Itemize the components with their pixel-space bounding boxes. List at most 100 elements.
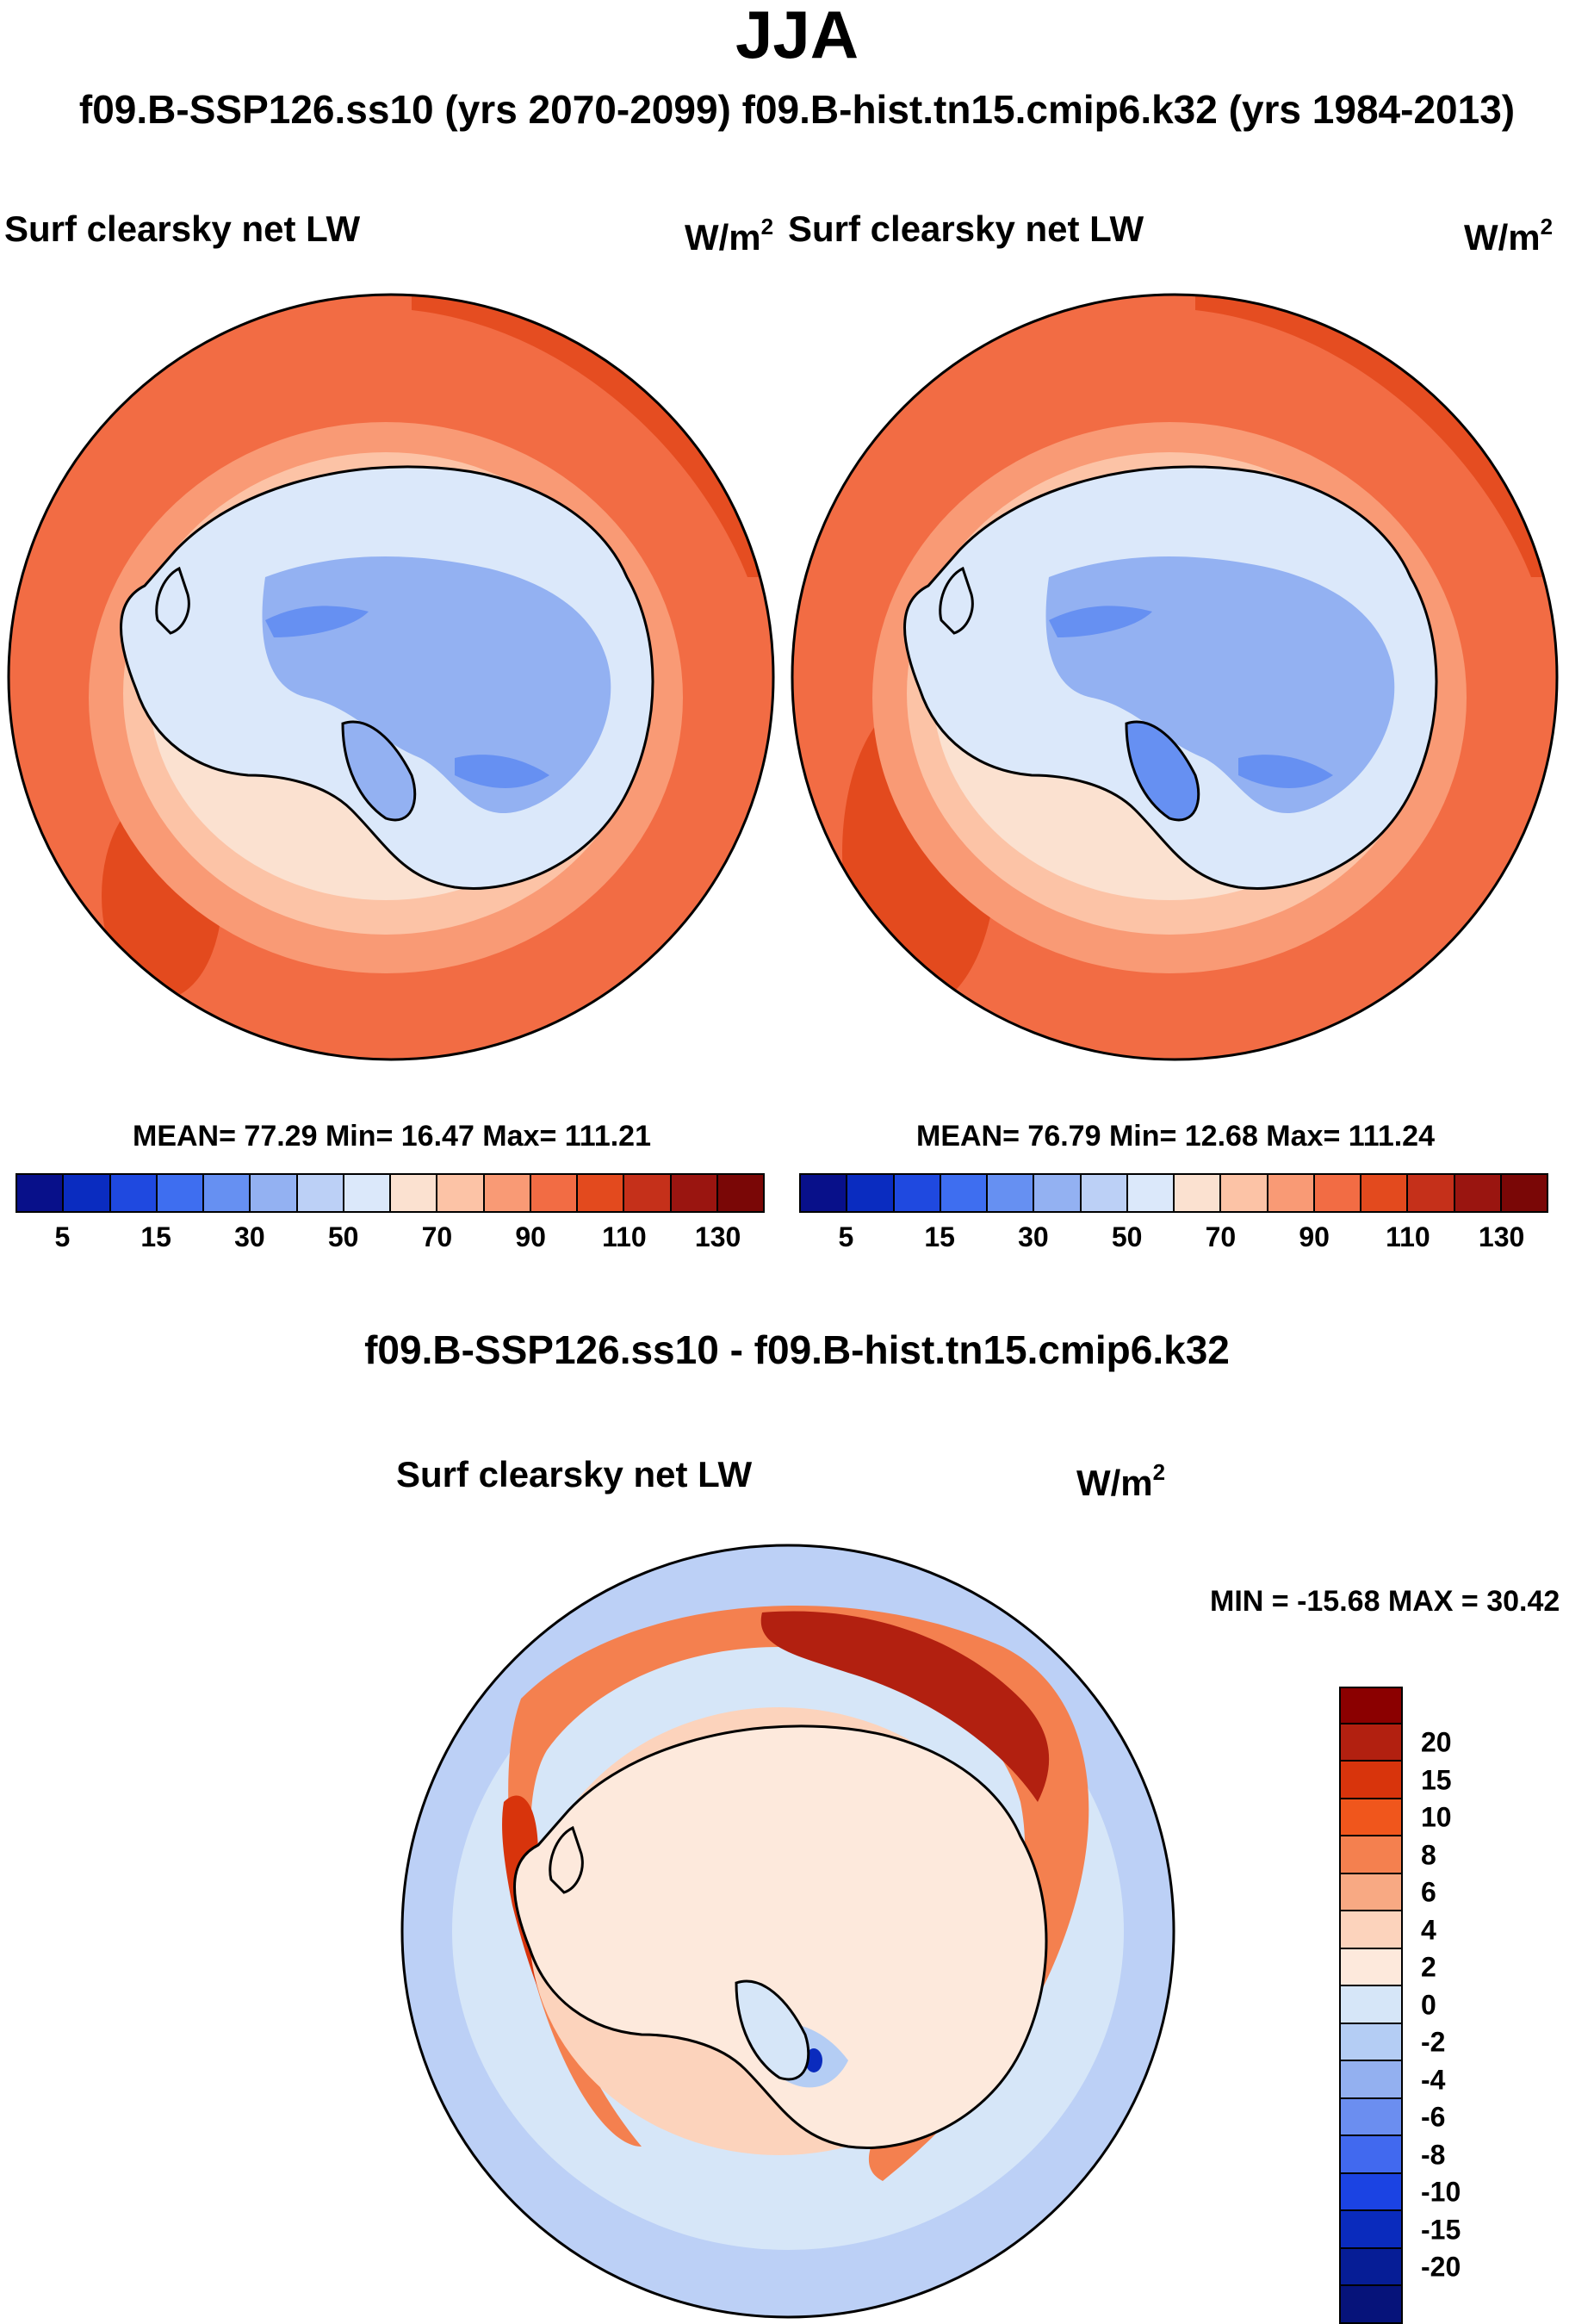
colorbar-tick-label: 50 — [1111, 1221, 1143, 1252]
colorbar-tick-label: -15 — [1421, 2214, 1461, 2246]
panel-1-stats: MEAN= 77.29 Min= 16.47 Max= 111.21 — [133, 1120, 651, 1153]
colorbar-box — [940, 1175, 988, 1211]
colorbar-boxes — [799, 1173, 1548, 1213]
colorbar-tick-label: -4 — [1421, 2064, 1446, 2096]
colorbar-box — [1339, 2061, 1403, 2099]
colorbar-box — [110, 1175, 158, 1211]
colorbar-tick-label: 15 — [140, 1221, 171, 1252]
colorbar-box — [1339, 2023, 1403, 2061]
colorbar-tick-label: 2 — [1421, 1951, 1436, 1983]
warming-ring — [508, 1606, 1089, 2181]
colorbar-box — [578, 1175, 625, 1211]
colorbar-box — [1339, 1687, 1403, 1724]
colorbar-tick-label: 30 — [234, 1221, 265, 1252]
panel-1-title: Surf clearsky net LW — [4, 208, 361, 249]
panel-1-units: W/m2 — [685, 214, 774, 258]
difference-minmax: MIN = -15.68 MAX = 30.42 — [1210, 1585, 1560, 1618]
colorbar-tick-label: -6 — [1421, 2101, 1446, 2133]
colorbar-box — [1339, 2098, 1403, 2136]
colorbar-box — [1314, 1175, 1361, 1211]
colorbar-box — [484, 1175, 531, 1211]
panel-2-polar-map — [791, 293, 1559, 1061]
colorbar-tick-label: 50 — [327, 1221, 359, 1252]
warming-core — [760, 1611, 1050, 1802]
colorbar-tick-label: 90 — [1299, 1221, 1330, 1252]
colorbar-box — [847, 1175, 895, 1211]
colorbar-tick-label: 30 — [1018, 1221, 1049, 1252]
peninsula — [549, 1825, 584, 1894]
land-dark-blue-streak-2 — [455, 755, 549, 788]
colorbar-tick-label: 70 — [421, 1221, 453, 1252]
colorbar-box — [530, 1175, 578, 1211]
colorbar-tick-label: 110 — [1386, 1221, 1430, 1252]
difference-colorbar-labels: 20 15 10 8 6 4 2 0 -2 -4 -6 -8 -10 -15 -20 — [1421, 1687, 1524, 2324]
colorbar-tick-label: 70 — [1205, 1221, 1237, 1252]
colorbar-tick-label: 130 — [1478, 1221, 1525, 1252]
colorbar-box — [1175, 1175, 1222, 1211]
weddell-cutout — [735, 1979, 810, 2081]
colorbar-box — [1339, 1724, 1403, 1762]
difference-polar-map — [400, 1544, 1175, 2319]
map-border — [7, 293, 775, 1061]
colorbar-tick-label: -20 — [1421, 2251, 1461, 2283]
colorbar-tick-label: -2 — [1421, 2026, 1446, 2058]
colorbar-tick-label: 8 — [1421, 1839, 1436, 1871]
colorbar-box — [157, 1175, 204, 1211]
colorbar-box — [64, 1175, 111, 1211]
colorbar-box — [671, 1175, 718, 1211]
colorbar-box — [1339, 1911, 1403, 1949]
panel-1-polar-map — [7, 293, 775, 1061]
panel-2-units: W/m2 — [1464, 214, 1554, 258]
colorbar-box — [801, 1175, 848, 1211]
panel-2-colorbar: 5 15 30 50 70 90 110 130 — [799, 1173, 1548, 1252]
colorbar-box — [1408, 1175, 1455, 1211]
colorbar-box — [391, 1175, 438, 1211]
colorbar-box — [988, 1175, 1035, 1211]
weddell-cutout — [1125, 720, 1200, 822]
colorbar-box — [1501, 1175, 1547, 1211]
colorbar-tick-label: 15 — [924, 1221, 955, 1252]
colorbar-box — [17, 1175, 65, 1211]
colorbar-box — [297, 1175, 344, 1211]
colorbar-box — [624, 1175, 672, 1211]
peninsula — [155, 566, 190, 635]
peninsula — [939, 566, 974, 635]
colorbar-box — [1339, 1799, 1403, 1836]
land-dark-blue-streak-2 — [1238, 755, 1333, 788]
colorbar-box — [1339, 1762, 1403, 1799]
colorbar-tick-label: 0 — [1421, 1989, 1436, 2021]
colorbar-box — [1339, 2136, 1403, 2174]
panel-2-title: Surf clearsky net LW — [788, 208, 1144, 249]
colorbar-box — [1339, 2173, 1403, 2211]
colorbar-box — [717, 1175, 763, 1211]
colorbar-tick-label: 10 — [1421, 1801, 1452, 1833]
colorbar-box — [1268, 1175, 1315, 1211]
main-title: JJA — [735, 0, 859, 72]
difference-colorbar — [1339, 1687, 1403, 2324]
colorbar-tick-label: 20 — [1421, 1726, 1452, 1758]
colorbar-box — [1221, 1175, 1268, 1211]
difference-panel-units: W/m2 — [1076, 1459, 1166, 1503]
colorbar-box — [344, 1175, 391, 1211]
subtitle: f09.B-SSP126.ss10 (yrs 2070-2099) f09.B-… — [78, 87, 1516, 132]
colorbar-box — [1339, 1986, 1403, 2024]
difference-panel-title: Surf clearsky net LW — [396, 1454, 753, 1494]
colorbar-tick-label: 5 — [838, 1221, 854, 1252]
colorbar-box — [894, 1175, 941, 1211]
panel-2-stats: MEAN= 76.79 Min= 12.68 Max= 111.24 — [916, 1120, 1435, 1153]
colorbar-tick-label: 90 — [515, 1221, 546, 1252]
land-dark-blue-streak — [1049, 606, 1152, 637]
difference-title: f09.B-SSP126.ss10 - f09.B-hist.tn15.cmip… — [364, 1327, 1230, 1372]
colorbar-box — [1081, 1175, 1128, 1211]
map-border — [400, 1544, 1175, 2319]
colorbar-boxes — [16, 1173, 765, 1213]
colorbar-box — [1339, 1948, 1403, 1986]
map-border — [791, 293, 1559, 1061]
colorbar-tick-label: 4 — [1421, 1914, 1436, 1946]
colorbar-box — [1454, 1175, 1502, 1211]
colorbar-box — [1127, 1175, 1175, 1211]
colorbar-box — [1339, 1873, 1403, 1911]
colorbar-box — [251, 1175, 298, 1211]
colorbar-tick-label: 5 — [54, 1221, 71, 1252]
colorbar-labels: 5 15 30 50 70 90 110 130 — [16, 1213, 765, 1252]
